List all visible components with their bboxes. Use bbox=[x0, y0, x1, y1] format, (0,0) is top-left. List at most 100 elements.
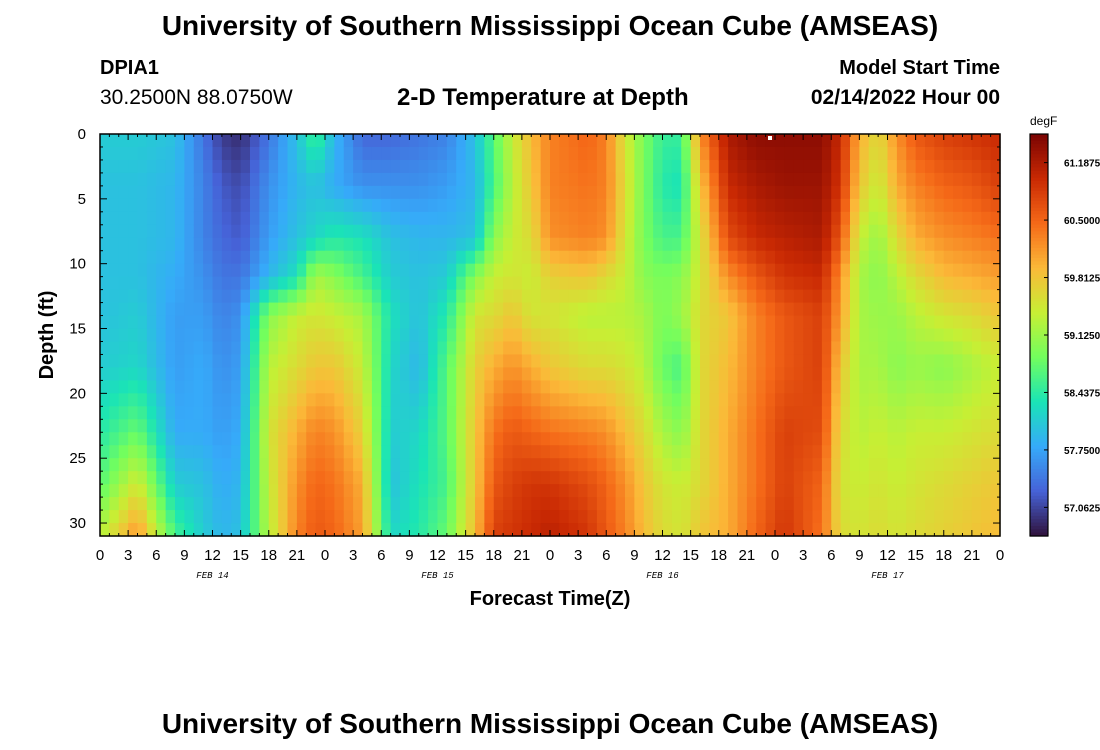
heatmap-cell bbox=[559, 419, 570, 433]
heatmap-cell bbox=[643, 315, 654, 330]
colorbar-label: 58.4375 bbox=[1064, 388, 1100, 399]
heatmap-cell bbox=[812, 211, 823, 226]
heatmap-cell bbox=[390, 497, 401, 511]
heatmap-cell bbox=[128, 328, 139, 343]
heatmap-cell bbox=[559, 497, 570, 511]
heatmap-cell bbox=[212, 432, 223, 446]
heatmap-cell bbox=[259, 237, 270, 252]
heatmap-cell bbox=[418, 406, 429, 420]
heatmap-cell bbox=[737, 263, 748, 278]
heatmap-cell bbox=[493, 302, 504, 317]
heatmap-cell bbox=[418, 263, 429, 278]
heatmap-cell bbox=[709, 354, 720, 369]
heatmap-cell bbox=[278, 354, 289, 369]
heatmap-cell bbox=[634, 367, 645, 381]
heatmap-cell bbox=[690, 393, 701, 407]
heatmap-cell bbox=[690, 341, 701, 356]
heatmap-cell bbox=[475, 328, 485, 343]
heatmap-cell bbox=[578, 263, 589, 278]
heatmap-cell bbox=[512, 406, 523, 420]
heatmap-cell bbox=[746, 432, 757, 446]
heatmap-cell bbox=[925, 276, 935, 291]
heatmap-cell bbox=[981, 263, 992, 278]
heatmap-cell bbox=[859, 276, 870, 291]
heatmap-cell bbox=[662, 393, 673, 407]
heatmap-cell bbox=[465, 172, 476, 187]
heatmap-cell bbox=[137, 134, 148, 148]
colorbar-swatch bbox=[1030, 147, 1048, 152]
heatmap-cell bbox=[906, 328, 917, 343]
heatmap-cell bbox=[671, 497, 682, 511]
heatmap-cell bbox=[971, 185, 982, 200]
heatmap-cell bbox=[531, 406, 542, 420]
heatmap-cell bbox=[334, 406, 345, 420]
heatmap-cell bbox=[971, 341, 982, 356]
x-tick-label: 18 bbox=[260, 547, 277, 564]
heatmap-cell bbox=[250, 445, 260, 459]
heatmap-cell bbox=[371, 263, 382, 278]
heatmap-cell bbox=[784, 250, 795, 265]
heatmap-cell bbox=[315, 432, 326, 446]
heatmap-cell bbox=[540, 523, 551, 537]
heatmap-cell bbox=[146, 432, 157, 446]
heatmap-cell bbox=[334, 315, 345, 330]
heatmap-cell bbox=[531, 237, 542, 252]
heatmap-cell bbox=[850, 224, 860, 239]
heatmap-cell bbox=[118, 432, 129, 446]
heatmap-cell bbox=[465, 458, 476, 472]
heatmap-cell bbox=[203, 432, 214, 446]
heatmap-cell bbox=[615, 510, 626, 524]
heatmap-cell bbox=[109, 315, 120, 330]
heatmap-cell bbox=[643, 406, 654, 420]
heatmap-cell bbox=[203, 315, 214, 330]
heatmap-cell bbox=[700, 393, 710, 407]
heatmap-cell bbox=[990, 134, 1001, 148]
heatmap-cell bbox=[606, 146, 617, 161]
heatmap-cell bbox=[306, 237, 317, 252]
heatmap-cell bbox=[812, 523, 823, 537]
heatmap-cell bbox=[296, 315, 307, 330]
heatmap-cell bbox=[137, 276, 148, 291]
heatmap-cell bbox=[859, 237, 870, 252]
heatmap-cell bbox=[343, 445, 354, 459]
heatmap-cell bbox=[765, 458, 776, 472]
heatmap-cell bbox=[531, 341, 542, 356]
heatmap-cell bbox=[746, 523, 757, 537]
heatmap-cell bbox=[128, 198, 139, 213]
heatmap-cell bbox=[925, 406, 935, 420]
heatmap-cell bbox=[690, 276, 701, 291]
x-tick-label: 21 bbox=[289, 547, 306, 564]
heatmap-cell bbox=[531, 159, 542, 174]
heatmap-cell bbox=[681, 432, 692, 446]
heatmap-cell bbox=[315, 393, 326, 407]
heatmap-cell bbox=[184, 523, 195, 537]
heatmap-cell bbox=[193, 276, 204, 291]
heatmap-cell bbox=[700, 445, 710, 459]
heatmap-cell bbox=[175, 445, 185, 459]
heatmap-cell bbox=[887, 289, 898, 304]
heatmap-cell bbox=[240, 458, 251, 472]
heatmap-cell bbox=[240, 393, 251, 407]
heatmap-cell bbox=[718, 224, 729, 239]
heatmap-cell bbox=[306, 211, 317, 226]
heatmap-cell bbox=[128, 237, 139, 252]
heatmap-cell bbox=[268, 302, 279, 317]
colorbar-swatch bbox=[1030, 418, 1048, 423]
heatmap-cell bbox=[428, 250, 439, 265]
heatmap-cell bbox=[746, 237, 757, 252]
heatmap-cell bbox=[409, 510, 420, 524]
heatmap-cell bbox=[831, 237, 842, 252]
heatmap-cell bbox=[446, 172, 457, 187]
heatmap-cell bbox=[568, 328, 579, 343]
heatmap-cell bbox=[212, 315, 223, 330]
heatmap-cell bbox=[803, 185, 814, 200]
heatmap-cell bbox=[334, 224, 345, 239]
heatmap-cell bbox=[306, 315, 317, 330]
heatmap-cell bbox=[700, 406, 710, 420]
y-tick-label: 30 bbox=[69, 515, 86, 532]
heatmap-cell bbox=[128, 406, 139, 420]
heatmap-cell bbox=[475, 224, 485, 239]
heatmap-cell bbox=[343, 172, 354, 187]
heatmap-cell bbox=[915, 367, 926, 381]
heatmap-cell bbox=[634, 211, 645, 226]
